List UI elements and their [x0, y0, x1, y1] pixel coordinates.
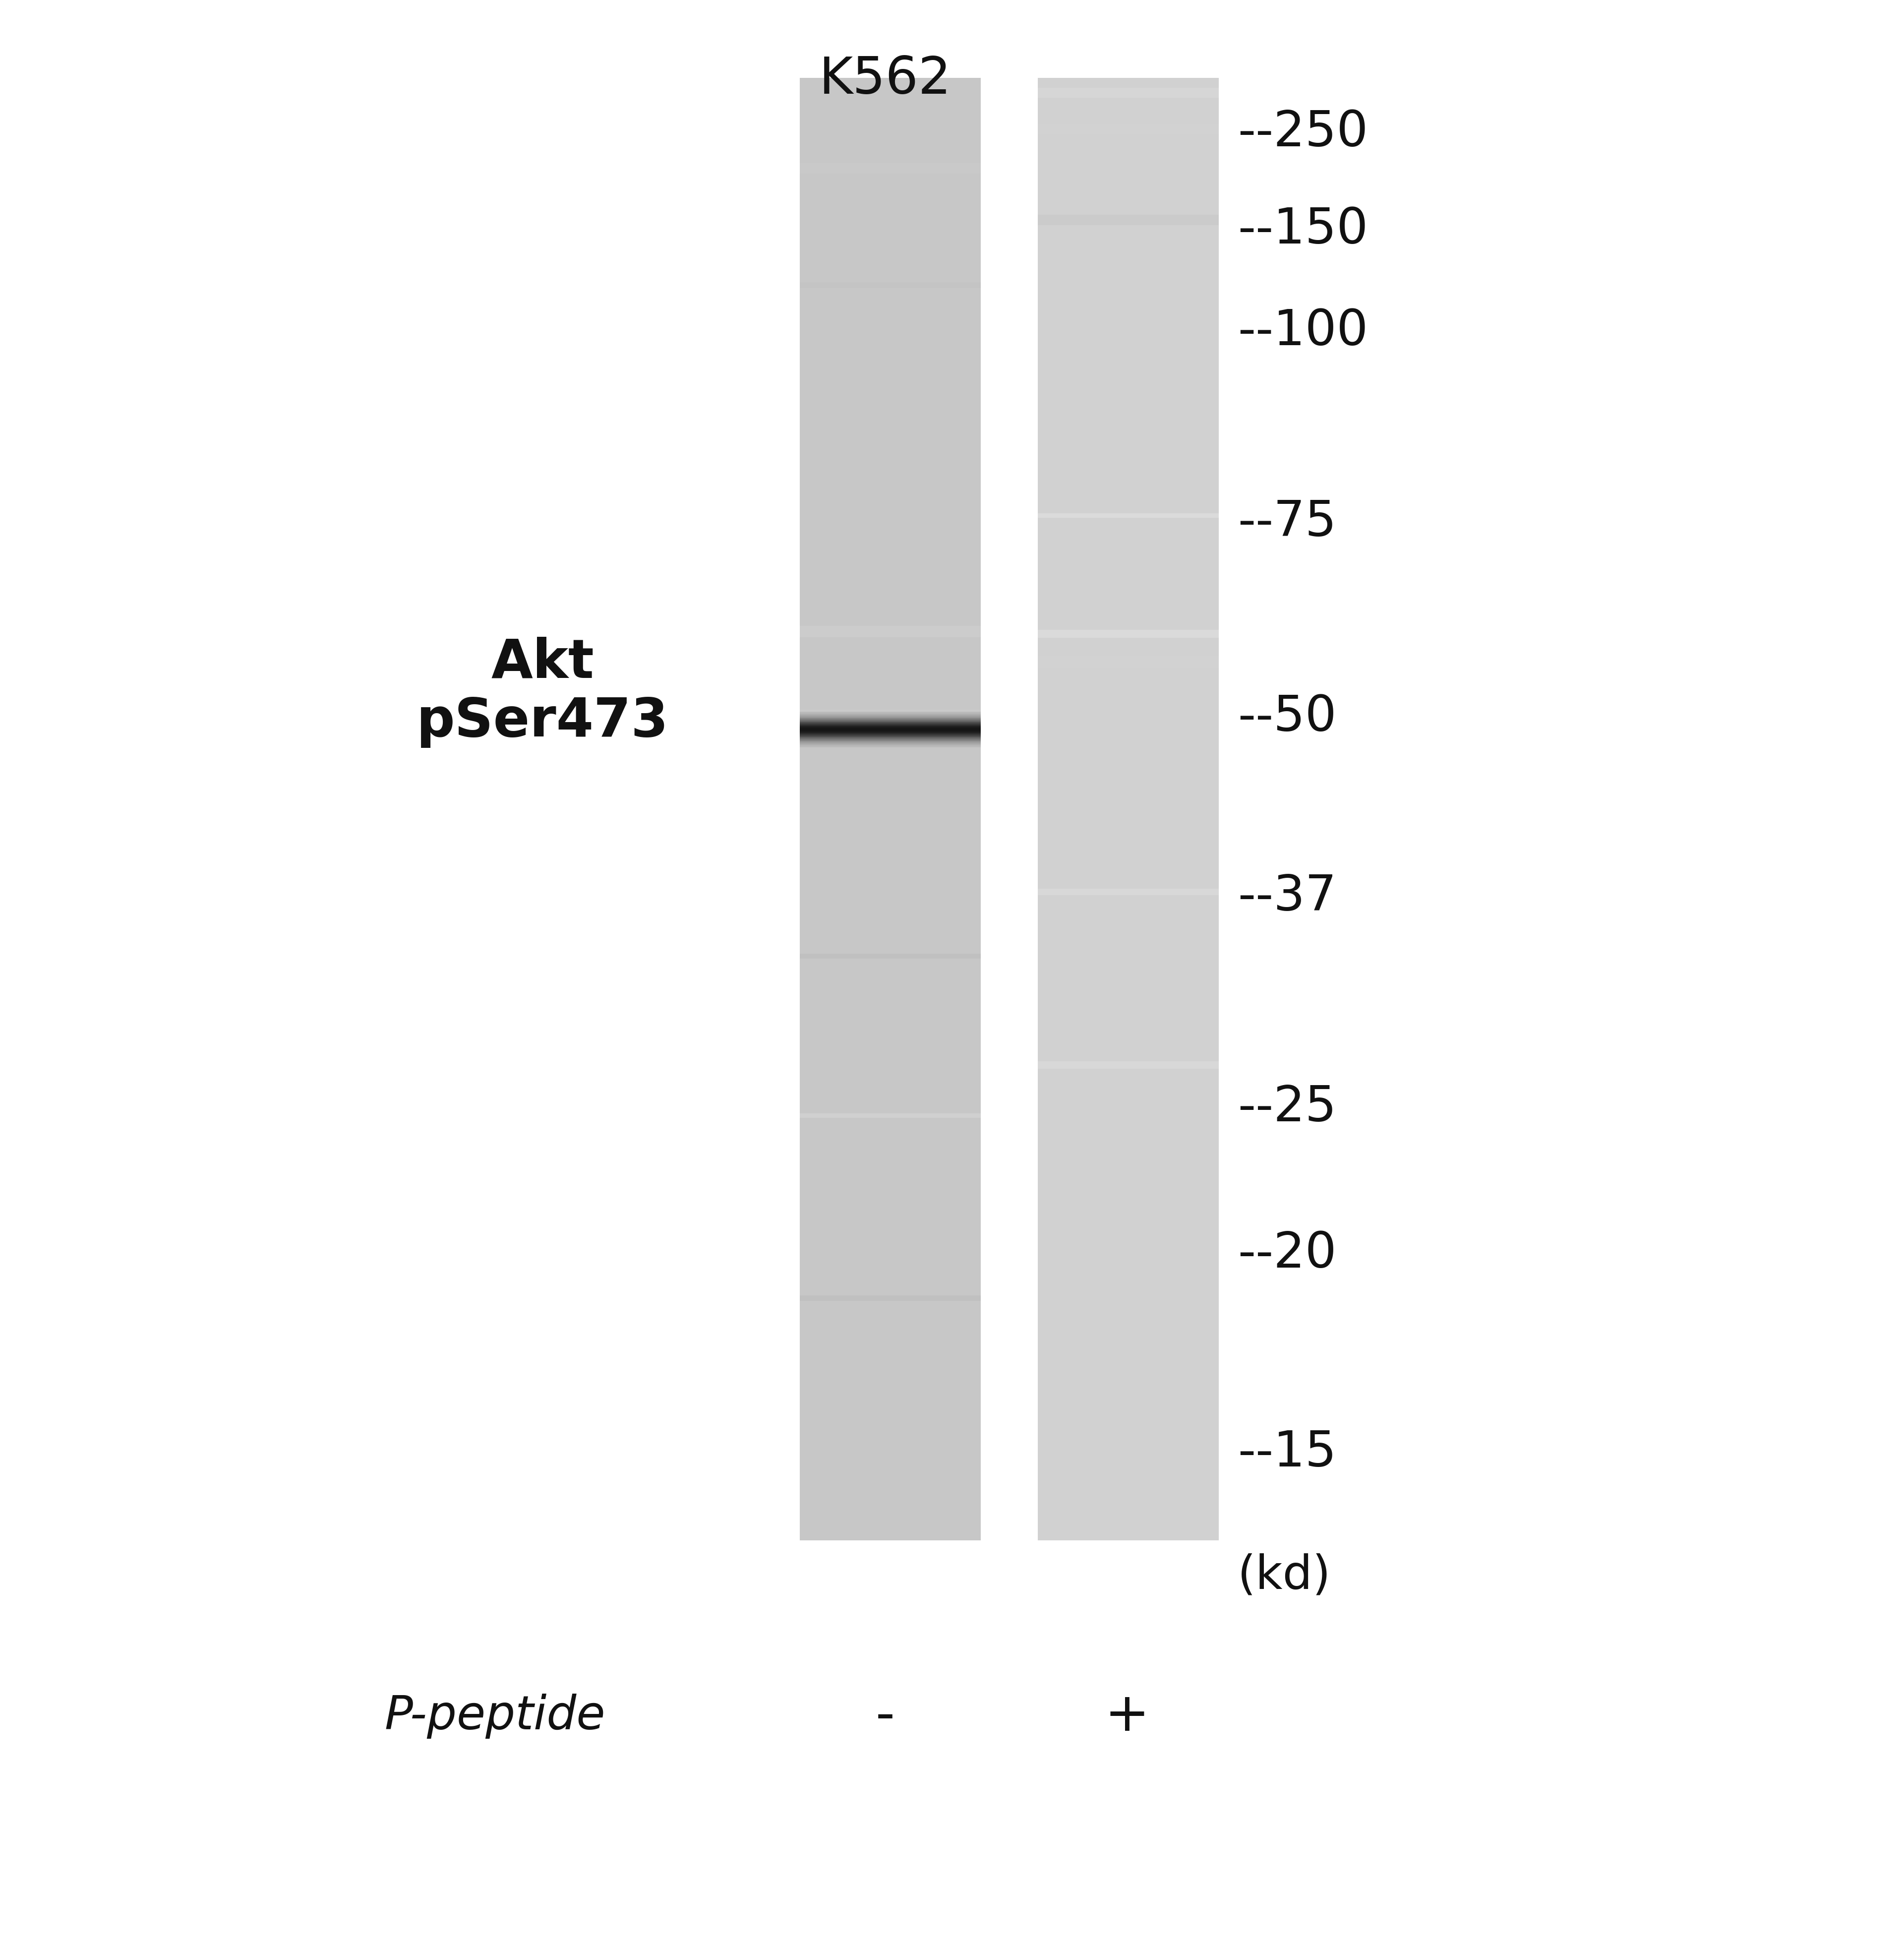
Text: +: + — [1104, 1691, 1150, 1741]
Text: K562: K562 — [819, 55, 952, 105]
Bar — [986, 78, 1024, 1541]
Bar — [1038, 78, 1219, 1541]
Bar — [800, 1295, 981, 1301]
Text: Akt
pSer473: Akt pSer473 — [417, 636, 668, 749]
Bar — [800, 954, 981, 959]
Text: --15: --15 — [1238, 1429, 1337, 1476]
Bar — [1038, 513, 1219, 517]
Bar — [1038, 1061, 1219, 1069]
Bar — [800, 283, 981, 289]
Text: -: - — [876, 1691, 895, 1741]
Bar — [1038, 214, 1219, 224]
Bar — [800, 164, 981, 174]
Text: --250: --250 — [1238, 109, 1369, 156]
Bar — [1038, 630, 1219, 638]
Bar — [1038, 889, 1219, 895]
Bar — [800, 710, 981, 716]
Text: P-peptide: P-peptide — [385, 1693, 605, 1739]
Text: --25: --25 — [1238, 1084, 1337, 1131]
Text: --50: --50 — [1238, 694, 1337, 741]
Bar — [800, 1113, 981, 1117]
Bar — [1038, 125, 1219, 135]
Text: --20: --20 — [1238, 1230, 1337, 1277]
Text: --75: --75 — [1238, 499, 1337, 546]
Text: --150: --150 — [1238, 207, 1369, 254]
Text: --37: --37 — [1238, 874, 1337, 920]
Text: --100: --100 — [1238, 308, 1369, 355]
Bar — [1038, 88, 1219, 98]
Bar — [800, 347, 981, 353]
Bar — [800, 78, 981, 1541]
Bar — [800, 626, 981, 638]
Text: (kd): (kd) — [1238, 1552, 1331, 1599]
Bar — [1038, 657, 1219, 667]
